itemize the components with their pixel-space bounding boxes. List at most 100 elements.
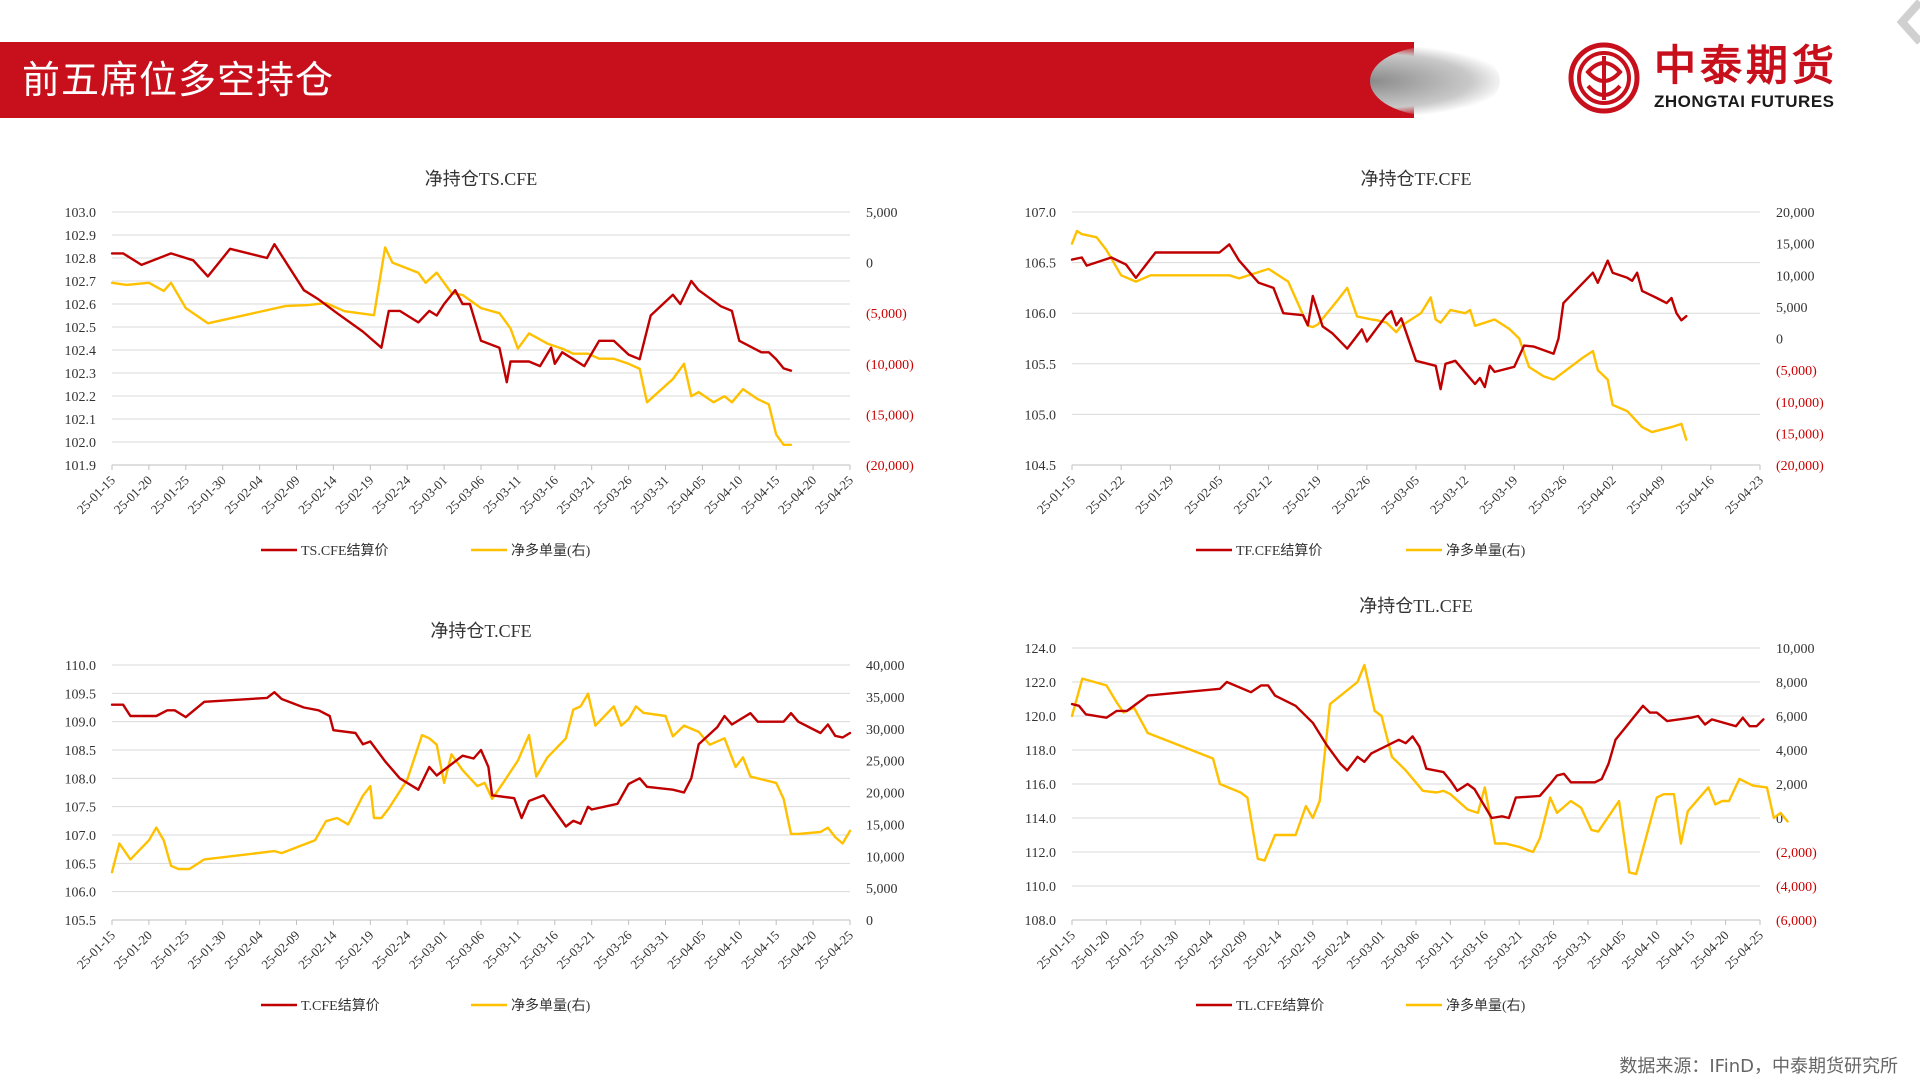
x-tick-label: 25-01-25 (148, 928, 192, 972)
y-left-tick-label: 107.5 (65, 801, 97, 816)
y-left-tick-label: 102.9 (65, 229, 97, 244)
x-tick-label: 25-02-04 (221, 472, 266, 517)
x-tick-label: 25-02-14 (295, 472, 340, 517)
series-line-price (1070, 680, 1765, 820)
x-tick-label: 25-01-25 (148, 473, 192, 517)
y-left-tick-label: 109.0 (65, 716, 97, 731)
y-left-tick-label: 101.9 (65, 459, 97, 474)
logo-name-cn: 中泰期货 (1654, 41, 1839, 90)
x-tick-label: 25-03-05 (1378, 473, 1422, 517)
y-left-tick-label: 102.4 (65, 344, 97, 359)
y-left-tick-label: 102.6 (65, 298, 97, 313)
x-tick-label: 25-02-05 (1181, 473, 1225, 517)
series-line-price (110, 690, 852, 828)
x-tick-label: 25-04-15 (738, 473, 782, 517)
x-tick-label: 25-04-10 (701, 473, 745, 517)
legend-label-net-long: 净多单量(右) (511, 542, 591, 559)
y-right-tick-label: (2,000) (1776, 846, 1817, 861)
x-tick-label: 25-02-26 (1329, 472, 1374, 517)
y-right-tick-label: (10,000) (866, 358, 914, 373)
legend-label-price: TF.CFE结算价 (1236, 543, 1322, 559)
y-left-tick-label: 108.5 (65, 744, 97, 759)
x-tick-label: 25-01-30 (185, 473, 229, 517)
legend-label-net-long: 净多单量(右) (1446, 542, 1526, 559)
y-left-tick-label: 105.0 (1025, 408, 1057, 423)
x-tick-label: 25-03-01 (406, 928, 450, 972)
x-tick-label: 25-04-15 (738, 928, 782, 972)
x-tick-label: 25-02-12 (1230, 473, 1274, 517)
y-left-tick-label: 105.5 (65, 914, 97, 929)
x-tick-label: 25-01-15 (1034, 473, 1078, 517)
y-right-tick-label: (4,000) (1776, 880, 1817, 895)
x-tick-label: 25-03-11 (480, 928, 524, 972)
y-left-tick-label: 110.0 (1025, 880, 1056, 895)
page-title: 前五席位多空持仓 (22, 58, 335, 102)
y-left-tick-label: 102.3 (65, 367, 97, 382)
y-left-tick-label: 102.7 (65, 275, 97, 290)
x-tick-label: 25-03-26 (590, 472, 635, 517)
y-left-tick-label: 108.0 (65, 772, 97, 787)
y-right-tick-label: 10,000 (1776, 642, 1815, 657)
chart-title: 净持仓T.CFE (430, 621, 531, 641)
y-left-tick-label: 102.1 (65, 413, 97, 428)
y-left-tick-label: 114.0 (1025, 812, 1056, 827)
series-line-net-long (110, 692, 852, 874)
x-tick-label: 25-04-09 (1624, 473, 1668, 517)
x-tick-label: 25-02-04 (221, 927, 266, 972)
y-right-tick-label: 0 (1776, 812, 1783, 827)
y-right-tick-label: 20,000 (866, 787, 905, 802)
x-tick-label: 25-02-09 (258, 928, 302, 972)
x-tick-label: 25-02-24 (369, 927, 414, 972)
y-left-tick-label: 112.0 (1025, 846, 1056, 861)
x-tick-label: 25-01-20 (111, 928, 155, 972)
x-tick-label: 25-04-10 (701, 928, 745, 972)
chart-title: 净持仓TL.CFE (1359, 596, 1473, 616)
logo-name-en: ZHONGTAI FUTURES (1654, 92, 1835, 111)
y-right-tick-label: 35,000 (866, 691, 905, 706)
x-tick-label: 25-01-30 (185, 928, 229, 972)
x-tick-label: 25-03-19 (1476, 473, 1520, 517)
x-tick-label: 25-04-20 (775, 473, 819, 517)
x-tick-label: 25-04-25 (812, 928, 856, 972)
x-tick-label: 25-03-12 (1427, 473, 1471, 517)
y-left-tick-label: 118.0 (1025, 744, 1056, 759)
zhongtai-logo-icon (1568, 42, 1640, 114)
y-right-tick-label: 5,000 (866, 206, 898, 221)
y-left-tick-label: 103.0 (65, 206, 97, 221)
y-left-tick-label: 107.0 (65, 829, 97, 844)
y-left-tick-label: 109.5 (65, 687, 97, 702)
y-left-tick-label: 110.0 (65, 659, 96, 674)
x-tick-label: 25-04-23 (1722, 473, 1766, 517)
legend-label-net-long: 净多单量(右) (1446, 997, 1526, 1014)
x-tick-label: 25-01-15 (74, 473, 118, 517)
y-left-tick-label: 116.0 (1025, 778, 1056, 793)
y-right-tick-label: 8,000 (1776, 676, 1808, 691)
legend-label-price: TL.CFE结算价 (1236, 998, 1324, 1014)
data-source-note: 数据来源：IFinD，中泰期货研究所 (1619, 1056, 1898, 1077)
y-right-tick-label: 30,000 (866, 723, 905, 738)
x-tick-label: 25-03-31 (627, 928, 671, 972)
x-tick-label: 25-02-14 (295, 927, 340, 972)
y-left-tick-label: 120.0 (1025, 710, 1057, 725)
y-right-tick-label: 0 (866, 257, 873, 272)
y-left-tick-label: 102.8 (65, 252, 97, 267)
x-tick-label: 25-01-20 (111, 473, 155, 517)
chart-title: 净持仓TF.CFE (1360, 169, 1471, 189)
y-right-tick-label: (10,000) (1776, 396, 1824, 411)
y-left-tick-label: 102.2 (65, 390, 97, 405)
series-line-net-long (1070, 229, 1688, 441)
y-right-tick-label: 5,000 (1776, 301, 1808, 316)
legend-label-price: T.CFE结算价 (301, 998, 380, 1014)
chart-t-svg: 净持仓T.CFE 105.5 106.0 106.5 107.0 107.5 108.0 10… (65, 621, 905, 1014)
x-tick-label: 25-04-25 (812, 473, 856, 517)
corner-chevron-icon (1896, 0, 1920, 45)
y-right-tick-label: 2,000 (1776, 778, 1808, 793)
x-tick-label: 25-03-16 (517, 472, 562, 517)
chart-t-net-position: 净持仓T.CFE 105.5 106.0 106.5 107.0 107.5 108.0 10… (0, 610, 960, 1030)
x-tick-label: 25-03-26 (590, 927, 635, 972)
y-left-tick-label: 106.5 (65, 857, 97, 872)
x-tick-label: 25-03-31 (627, 473, 671, 517)
y-right-tick-label: (5,000) (866, 307, 907, 322)
x-tick-label: 25-01-15 (74, 928, 118, 972)
y-right-tick-label: 40,000 (866, 659, 905, 674)
